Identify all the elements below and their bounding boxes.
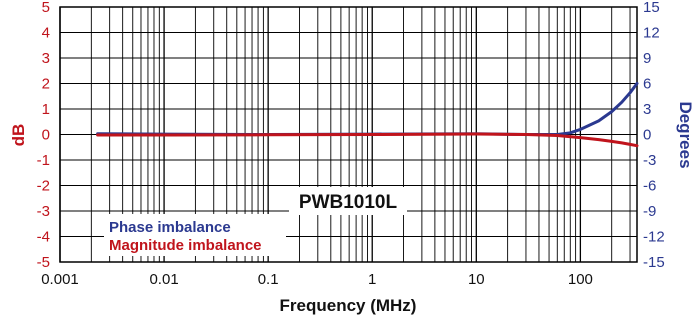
y-left-tick-label: -5 [37, 254, 50, 271]
plot-frame [59, 6, 638, 263]
y-right-tick-label: 15 [643, 0, 660, 16]
y-left-tick-label: 1 [42, 101, 50, 118]
y-right-tick-label: -12 [643, 229, 665, 246]
x-tick-label: 0.01 [149, 271, 178, 288]
y-left-tick-label: 2 [42, 76, 50, 93]
x-tick-label: 0.1 [258, 271, 279, 288]
x-tick-label: 1 [368, 271, 376, 288]
y-right-tick-label: -15 [643, 254, 665, 271]
x-tick-label: 100 [568, 271, 593, 288]
x-axis-title: Frequency (MHz) [280, 296, 417, 315]
y-right-tick-label: 0 [643, 127, 651, 144]
y-right-tick-label: -3 [643, 152, 656, 169]
y-left-tick-label: -1 [37, 152, 50, 169]
y-axis-left-title: dB [9, 124, 28, 147]
y-left-tick-label: 3 [42, 50, 50, 67]
legend-phase-label: Phase imbalance [109, 219, 231, 236]
y-left-tick-label: -3 [37, 203, 50, 220]
y-right-tick-label: 9 [643, 50, 651, 67]
y-left-tick-label: 0 [42, 127, 50, 144]
y-left-tick-label: 4 [42, 25, 50, 42]
axis-labels-layer: 543210-1-2-3-4-515129630-3-6-9-12-150.00… [37, 0, 665, 288]
y-left-tick-label: 5 [42, 0, 50, 16]
magnitude-imbalance-line [96, 132, 639, 148]
series-layer [96, 82, 639, 148]
legend-magnitude-label: Magnitude imbalance [109, 237, 262, 254]
y-axis-right-title: Degrees [676, 101, 695, 168]
y-right-tick-label: 12 [643, 25, 660, 42]
legend: Phase imbalance Magnitude imbalance [104, 214, 286, 256]
y-right-tick-label: 6 [643, 76, 651, 93]
y-right-tick-label: -9 [643, 203, 656, 220]
inset-title-background [289, 187, 407, 215]
x-tick-label: 0.001 [41, 271, 79, 288]
y-left-tick-label: -2 [37, 178, 50, 195]
x-tick-label: 10 [468, 271, 485, 288]
y-left-tick-label: -4 [37, 229, 50, 246]
y-right-tick-label: -6 [643, 178, 656, 195]
inset-title-group: PWB1010L [289, 187, 407, 215]
legend-background [104, 214, 286, 256]
chart-title: PWB1010L [299, 192, 398, 213]
y-right-tick-label: 3 [643, 101, 651, 118]
